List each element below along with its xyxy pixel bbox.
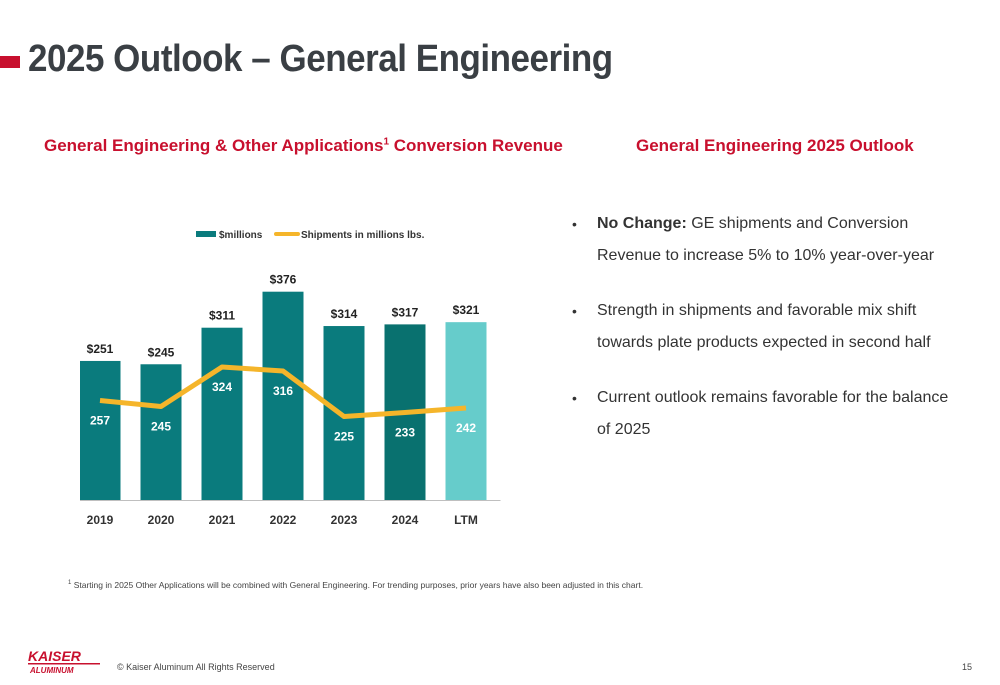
x-tick-2022: 2022	[270, 513, 297, 527]
x-tick-2020: 2020	[148, 513, 175, 527]
footnote: 1 Starting in 2025 Other Applications wi…	[68, 580, 643, 590]
bar-label-2022: $376	[270, 273, 297, 287]
outlook-bullet: • Current outlook remains favorable for t…	[570, 382, 960, 446]
chart-section-title: General Engineering & Other Applications…	[44, 136, 563, 156]
bullet-dot-icon: •	[572, 390, 577, 406]
x-tick-2023: 2023	[331, 513, 358, 527]
x-axis-tick-labels: 2019 2020 2021 2022 2023 2024 LTM	[87, 513, 478, 527]
bar-2021	[201, 327, 243, 500]
footnote-text: Starting in 2025 Other Applications will…	[71, 580, 644, 590]
shipment-label-2019: 257	[90, 414, 110, 428]
revenue-shipments-chart: $millions Shipments in millions lbs. $251…	[80, 230, 501, 527]
bar-label-2019: $251	[87, 342, 114, 356]
shipment-label-2024: 233	[395, 426, 415, 440]
outlook-bullet-list: • No Change: GE shipments and Conversion …	[570, 208, 960, 469]
x-tick-2019: 2019	[87, 513, 114, 527]
chart-section-title-suffix: Conversion Revenue	[389, 136, 563, 155]
shipment-label-2020: 245	[151, 420, 171, 434]
shipment-label-LTM: 242	[456, 421, 476, 435]
logo-bottom-text: ALUMINUM	[29, 666, 74, 675]
bullet-text: Current outlook remains favorable for th…	[597, 389, 949, 438]
shipment-value-labels: 257 245 324 316 225 233 242	[90, 380, 476, 444]
bar-label-2021: $311	[209, 309, 235, 323]
page-title: 2025 Outlook – General Engineering	[28, 38, 613, 80]
x-tick-2021: 2021	[209, 513, 236, 527]
bar-label-2020: $245	[148, 345, 175, 359]
copyright-text: © Kaiser Aluminum All Rights Reserved	[117, 662, 275, 672]
kaiser-aluminum-logo: KAISER ALUMINUM	[28, 648, 100, 675]
bar-label-2024: $317	[392, 305, 419, 319]
bar-label-LTM: $321	[453, 303, 480, 317]
outlook-bullet: • No Change: GE shipments and Conversion …	[570, 208, 960, 272]
bullet-dot-icon: •	[572, 303, 577, 319]
bar-value-labels: $251 $245 $311 $376 $314 $317 $321	[87, 273, 480, 360]
chart-legend: $millions Shipments in millions lbs.	[196, 230, 425, 241]
legend-label-shipments: Shipments in millions lbs.	[301, 230, 425, 241]
outlook-bullet: • Strength in shipments and favorable mix…	[570, 295, 960, 359]
shipment-label-2022: 316	[273, 384, 293, 398]
bullet-text: Strength in shipments and favorable mix …	[597, 302, 931, 351]
footnote-sup: 1	[68, 580, 72, 587]
bar-2023	[323, 326, 365, 500]
bar-2020	[140, 364, 182, 500]
bullet-bold-text: No Change:	[597, 215, 687, 232]
logo-rule	[28, 663, 100, 665]
shipments-line	[99, 364, 467, 419]
page-number: 15	[962, 662, 973, 672]
bar-2019	[80, 360, 121, 500]
shipment-label-2023: 225	[334, 430, 354, 444]
chart-section-title-sup: 1	[383, 136, 389, 148]
bar-label-2023: $314	[331, 307, 358, 321]
title-accent-bar	[0, 56, 20, 68]
x-tick-LTM: LTM	[454, 513, 478, 527]
legend-swatch-millions	[196, 231, 216, 237]
x-tick-2024: 2024	[392, 513, 419, 527]
bullet-dot-icon: •	[572, 216, 577, 232]
chart-bars	[80, 291, 487, 500]
shipment-label-2021: 324	[212, 380, 232, 394]
legend-label-millions: $millions	[219, 230, 263, 241]
bullet-text: GE shipments and Conversion Revenue to i…	[597, 215, 935, 264]
bar-2022	[262, 291, 304, 500]
outlook-section-title: General Engineering 2025 Outlook	[636, 136, 914, 155]
logo-top-text: KAISER	[28, 648, 82, 664]
chart-section-title-text: General Engineering & Other Applications	[44, 136, 384, 155]
